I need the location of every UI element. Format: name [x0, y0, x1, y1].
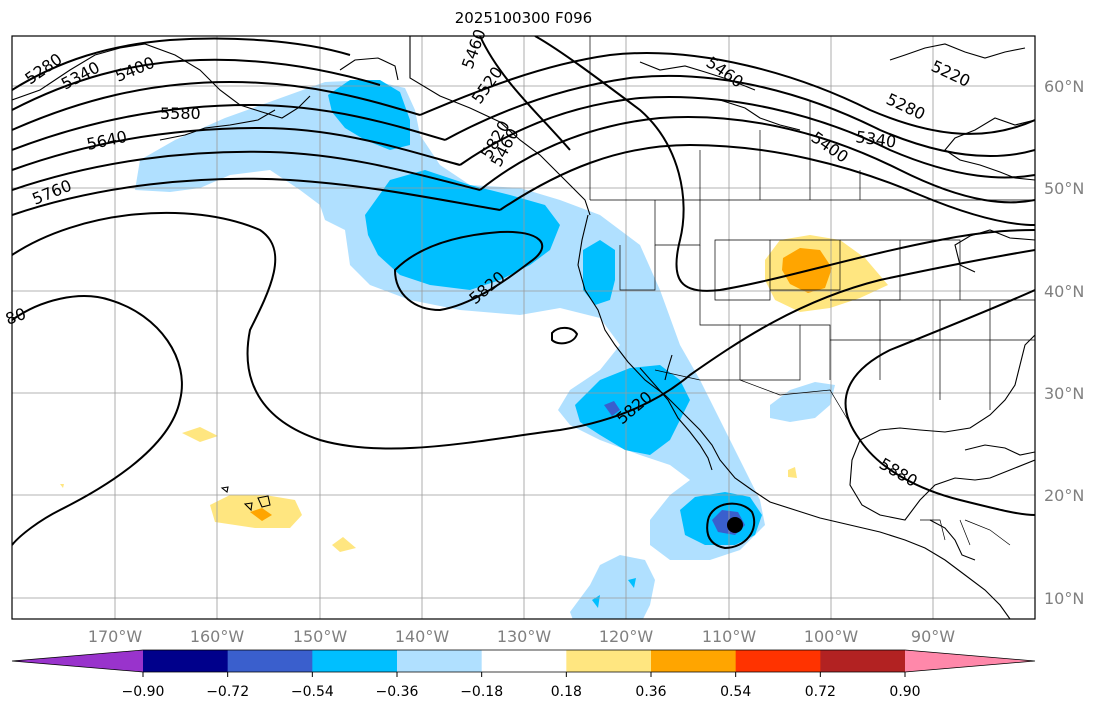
colorbar-segment: [735, 650, 821, 672]
colorbar-tick-label: 0.54: [720, 684, 751, 700]
map-title: 2025100300 F096: [454, 9, 593, 27]
colorbar: −0.90 −0.72 −0.54 −0.36 −0.18 0.18 0.36 0.54 0.7…: [11, 649, 1036, 700]
colorbar-tick-label: −0.90: [122, 684, 165, 700]
colorbar-tick-label: 0.18: [551, 684, 582, 700]
colorbar-segment: [566, 650, 652, 672]
lat-label-40n: 40°N: [1044, 282, 1084, 301]
lat-label-60n: 60°N: [1044, 77, 1084, 96]
colorbar-tick-label: −0.54: [291, 684, 334, 700]
colorbar-tick-label: −0.72: [206, 684, 249, 700]
colorbar-tick-label: 0.90: [889, 684, 920, 700]
map-frame: [11, 35, 1036, 620]
map-area: [12, 36, 1035, 619]
colorbar-segment: [651, 650, 737, 672]
colorbar-segment: [820, 650, 906, 672]
colorbar-tick-label: −0.18: [460, 684, 503, 700]
coastlines: [12, 36, 1035, 619]
colorbar-tick-label: −0.36: [376, 684, 419, 700]
storm-center-marker: [727, 517, 743, 533]
contour-label: 5580: [160, 104, 201, 123]
colorbar-segment: [397, 650, 483, 672]
colorbar-segment: [312, 650, 398, 672]
colorbar-segment: [481, 650, 567, 672]
lat-label-50n: 50°N: [1044, 179, 1084, 198]
lon-label-110w: 110°W: [702, 627, 757, 646]
lon-label-130w: 130°W: [497, 627, 552, 646]
colorbar-segment: [227, 650, 313, 672]
colorbar-extend-min: [12, 650, 145, 672]
longitude-labels: 170°W 160°W 150°W 140°W 130°W 120°W 110°…: [88, 627, 955, 646]
lon-label-160w: 160°W: [190, 627, 245, 646]
lon-label-170w: 170°W: [88, 627, 143, 646]
lon-label-90w: 90°W: [911, 627, 955, 646]
latitude-labels: 60°N 50°N 40°N 30°N 20°N 10°N: [1044, 77, 1084, 608]
lon-label-100w: 100°W: [804, 627, 859, 646]
lon-label-140w: 140°W: [395, 627, 450, 646]
lat-label-10n: 10°N: [1044, 589, 1084, 608]
lon-label-120w: 120°W: [599, 627, 654, 646]
colorbar-tick-label: 0.72: [805, 684, 836, 700]
lon-label-150w: 150°W: [293, 627, 348, 646]
shading-light-blue: [135, 80, 835, 619]
colorbar-extend-max: [905, 650, 1035, 672]
lat-label-20n: 20°N: [1044, 486, 1084, 505]
height-contours: [12, 36, 1035, 550]
colorbar-segment: [143, 650, 229, 672]
colorbar-tick-label: 0.36: [635, 684, 666, 700]
lat-label-30n: 30°N: [1044, 384, 1084, 403]
